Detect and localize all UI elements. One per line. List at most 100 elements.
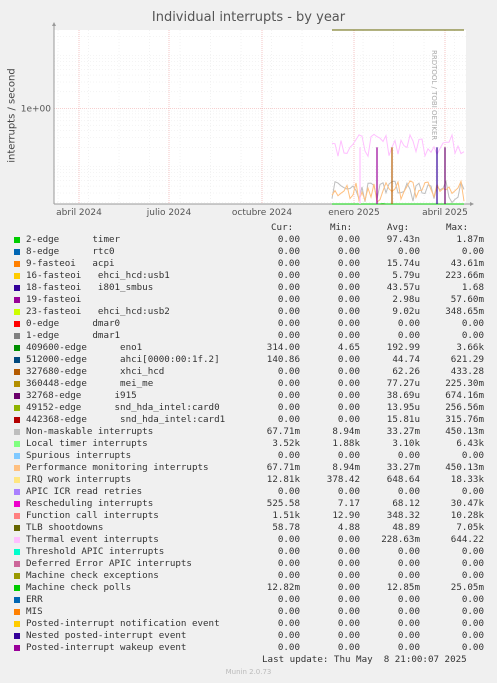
legend-row: Machine check exceptions 0.00 0.00 0.00 0.00 (0, 570, 497, 582)
legend-value-avg: 68.12 (392, 498, 420, 509)
legend-value-max: 0.00 (461, 246, 484, 257)
legend-column-header: Max: (446, 222, 469, 233)
legend-value-max: 0.00 (461, 558, 484, 569)
legend-value-max: 7.05k (456, 522, 484, 533)
legend-row: 360448-edge mei_me 0.00 0.00 77.27u 225.30m (0, 378, 497, 390)
legend-label: Nested posted-interrupt event (26, 630, 187, 641)
legend-value-min: 4.65 (337, 342, 360, 353)
legend-value-min: 0.00 (337, 306, 360, 317)
legend-value-min: 0.00 (337, 582, 360, 593)
y-axis-arrow (52, 22, 56, 26)
legend-value-avg: 15.81u (386, 414, 420, 425)
legend-swatch (14, 465, 20, 471)
legend-value-cur: 0.00 (277, 306, 300, 317)
legend-value-min: 0.00 (337, 330, 360, 341)
legend-label: 327680-edge xhci_hcd (26, 366, 165, 377)
legend-value-cur: 0.00 (277, 234, 300, 245)
legend-value-min: 0.00 (337, 546, 360, 557)
legend-value-max: 0.00 (461, 546, 484, 557)
legend-swatch (14, 585, 20, 591)
legend-value-min: 0.00 (337, 366, 360, 377)
legend-row: 442368-edge snd_hda_intel:card1 0.00 0.00 1… (0, 414, 497, 426)
x-tick-label: julio 2024 (146, 208, 192, 218)
legend-value-min: 0.00 (337, 390, 360, 401)
legend-swatch (14, 513, 20, 519)
legend-row: Thermal event interrupts 0.00 0.00 228.63m 6… (0, 534, 497, 546)
legend-swatch (14, 297, 20, 303)
legend-value-max: 0.00 (461, 570, 484, 581)
legend-row: Threshold APIC interrupts 0.00 0.00 0.00 0.0… (0, 546, 497, 558)
legend-value-avg: 0.00 (397, 450, 420, 461)
legend-value-avg: 0.00 (397, 618, 420, 629)
legend-swatch (14, 405, 20, 411)
legend-value-min: 0.00 (337, 402, 360, 413)
legend-value-cur: 0.00 (277, 594, 300, 605)
x-tick-label: enero 2025 (328, 208, 380, 218)
legend-value-avg: 0.00 (397, 594, 420, 605)
legend-swatch (14, 597, 20, 603)
legend-value-max: 223.66m (445, 270, 484, 281)
legend-value-cur: 0.00 (277, 258, 300, 269)
legend-row: Posted-interrupt notification event 0.00 0… (0, 618, 497, 630)
legend-value-cur: 0.00 (277, 378, 300, 389)
legend-value-min: 0.00 (337, 270, 360, 281)
legend-row: 2-edge timer 0.00 0.00 97.43n 1.87m (0, 234, 497, 246)
legend-value-cur: 1.51k (272, 510, 300, 521)
legend-value-avg: 48.89 (392, 522, 420, 533)
legend-value-min: 0.00 (337, 558, 360, 569)
legend-row: 327680-edge xhci_hcd 0.00 0.00 62.26 433.28 (0, 366, 497, 378)
legend-swatch (14, 333, 20, 339)
legend-row: Function call interrupts 1.51k 12.90 348.32… (0, 510, 497, 522)
legend-label: 49152-edge snd_hda_intel:card0 (26, 402, 220, 413)
legend-value-cur: 0.00 (277, 246, 300, 257)
legend-value-max: 1.68 (461, 282, 484, 293)
legend-column-header: Min: (330, 222, 353, 233)
legend-value-min: 0.00 (337, 594, 360, 605)
legend-value-min: 12.90 (332, 510, 360, 521)
legend-swatch (14, 429, 20, 435)
legend-swatch (14, 393, 20, 399)
legend-value-max: 30.47k (450, 498, 484, 509)
legend-value-avg: 13.95u (386, 402, 420, 413)
legend-value-min: 0.00 (337, 642, 360, 653)
legend-value-avg: 43.57u (386, 282, 420, 293)
legend-label: 9-fasteoi acpi (26, 258, 115, 269)
legend-row: IRQ work interrupts 12.81k 378.42 648.64 18.… (0, 474, 497, 486)
legend-row: APIC ICR read retries 0.00 0.00 0.00 0.00 (0, 486, 497, 498)
legend-label: TLB shootdowns (26, 522, 104, 533)
legend-label: Rescheduling interrupts (26, 498, 154, 509)
legend-value-max: 57.60m (450, 294, 484, 305)
legend-value-cur: 0.00 (277, 390, 300, 401)
x-tick-label: abril 2024 (56, 208, 102, 218)
legend-value-cur: 58.78 (272, 522, 300, 533)
legend-value-min: 0.00 (337, 258, 360, 269)
x-tick-label: abril 2025 (422, 208, 468, 218)
legend-label: Machine check exceptions (26, 570, 159, 581)
legend-swatch (14, 501, 20, 507)
series-line (331, 179, 465, 204)
legend-value-avg: 9.02u (392, 306, 420, 317)
y-tick-label: 1e+00 (21, 105, 52, 115)
legend-row: 0-edge dmar0 0.00 0.00 0.00 0.00 (0, 318, 497, 330)
legend-value-max: 621.29 (450, 354, 484, 365)
legend-value-avg: 12.85m (386, 582, 420, 593)
legend-value-min: 7.17 (337, 498, 360, 509)
legend-value-cur: 67.71m (266, 462, 300, 473)
legend-swatch (14, 369, 20, 375)
legend-row: 8-edge rtc0 0.00 0.00 0.00 0.00 (0, 246, 497, 258)
legend-value-cur: 0.00 (277, 558, 300, 569)
legend-swatch (14, 573, 20, 579)
legend-value-min: 8.94m (332, 426, 360, 437)
legend-value-max: 433.28 (450, 366, 484, 377)
legend-value-avg: 0.00 (397, 486, 420, 497)
legend-value-avg: 0.00 (397, 318, 420, 329)
legend-value-min: 0.00 (337, 450, 360, 461)
legend-value-cur: 0.00 (277, 270, 300, 281)
legend-value-cur: 0.00 (277, 642, 300, 653)
legend-row: Spurious interrupts 0.00 0.00 0.00 0.00 (0, 450, 497, 462)
x-tick-label: octubre 2024 (232, 208, 292, 218)
legend-row: Machine check polls 12.82m 0.00 12.85m 25.05… (0, 582, 497, 594)
legend-value-avg: 33.27m (386, 426, 420, 437)
legend-row: 9-fasteoi acpi 0.00 0.00 15.74u 43.61m (0, 258, 497, 270)
legend-value-min: 0.00 (337, 618, 360, 629)
